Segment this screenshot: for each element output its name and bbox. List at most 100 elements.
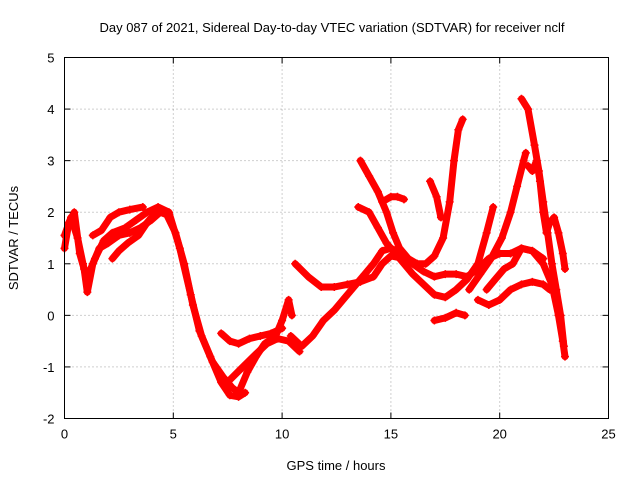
plot-frame bbox=[64, 57, 609, 419]
data-point-marker bbox=[547, 259, 556, 268]
series-track-o bbox=[465, 148, 530, 294]
data-point-marker bbox=[330, 306, 339, 315]
data-point-marker bbox=[278, 316, 287, 325]
data-point-marker bbox=[308, 331, 317, 340]
data-point-marker bbox=[186, 290, 195, 299]
data-point-marker bbox=[82, 275, 91, 284]
data-point-marker bbox=[151, 208, 160, 217]
data-point-marker bbox=[506, 208, 515, 217]
data-point-marker bbox=[90, 254, 99, 263]
data-point-marker bbox=[539, 280, 548, 289]
data-point-marker bbox=[378, 197, 387, 206]
data-point-marker bbox=[369, 259, 378, 268]
data-point-marker bbox=[399, 195, 408, 204]
data-point-marker bbox=[317, 282, 326, 291]
data-point-marker bbox=[132, 215, 141, 224]
data-point-marker bbox=[552, 285, 561, 294]
series-track-d bbox=[108, 208, 160, 263]
data-point-marker bbox=[432, 192, 441, 201]
data-point-marker bbox=[88, 231, 97, 240]
data-point-marker bbox=[463, 275, 472, 284]
data-point-marker bbox=[245, 334, 254, 343]
data-point-marker bbox=[441, 270, 450, 279]
y-tick-label: -2 bbox=[43, 412, 55, 427]
data-point-marker bbox=[234, 392, 243, 401]
data-point-marker bbox=[408, 270, 417, 279]
data-point-marker bbox=[489, 203, 498, 212]
data-point-marker bbox=[395, 244, 404, 253]
series-track-n bbox=[473, 277, 554, 310]
data-point-marker bbox=[495, 295, 504, 304]
x-tick-label: 20 bbox=[492, 427, 506, 442]
data-point-marker bbox=[550, 213, 559, 222]
data-point-marker bbox=[517, 94, 526, 103]
data-point-marker bbox=[458, 115, 467, 124]
y-tick-label: 2 bbox=[47, 205, 54, 220]
data-point-marker bbox=[399, 259, 408, 268]
data-point-marker bbox=[251, 350, 260, 359]
data-point-marker bbox=[97, 226, 106, 235]
data-point-marker bbox=[554, 228, 563, 237]
series-line bbox=[465, 149, 530, 294]
data-point-marker bbox=[513, 182, 522, 191]
data-point-marker bbox=[560, 264, 569, 273]
data-point-marker bbox=[476, 270, 485, 279]
data-point-marker bbox=[539, 254, 548, 263]
data-point-marker bbox=[521, 148, 530, 157]
series-line bbox=[108, 208, 160, 263]
data-point-marker bbox=[354, 203, 363, 212]
data-point-marker bbox=[393, 192, 402, 201]
series-line bbox=[426, 177, 445, 221]
data-point-marker bbox=[452, 285, 461, 294]
y-tick-label: 5 bbox=[47, 51, 54, 66]
data-point-marker bbox=[506, 249, 515, 258]
data-point-marker bbox=[304, 272, 313, 281]
data-point-marker bbox=[234, 339, 243, 348]
data-point-marker bbox=[460, 311, 469, 320]
data-point-marker bbox=[528, 166, 537, 175]
data-point-marker bbox=[125, 205, 134, 214]
data-point-marker bbox=[217, 378, 226, 387]
x-tick-label: 25 bbox=[601, 427, 615, 442]
series-track-i bbox=[354, 203, 498, 302]
data-series bbox=[60, 94, 569, 401]
data-point-marker bbox=[267, 329, 276, 338]
data-point-marker bbox=[517, 280, 526, 289]
data-point-marker bbox=[528, 277, 537, 286]
data-point-marker bbox=[426, 177, 435, 186]
data-point-marker bbox=[389, 228, 398, 237]
data-point-marker bbox=[500, 264, 509, 273]
y-tick-label: 3 bbox=[47, 154, 54, 169]
data-point-marker bbox=[373, 223, 382, 232]
data-point-marker bbox=[121, 223, 130, 232]
data-point-marker bbox=[436, 213, 445, 222]
data-point-marker bbox=[356, 156, 365, 165]
data-point-marker bbox=[382, 239, 391, 248]
data-point-marker bbox=[175, 244, 184, 253]
data-point-marker bbox=[454, 125, 463, 134]
series-line bbox=[356, 157, 421, 268]
y-axis-label: SDTVAR / TECUs bbox=[6, 185, 21, 290]
data-point-marker bbox=[134, 231, 143, 240]
data-point-marker bbox=[108, 228, 117, 237]
data-point-marker bbox=[506, 285, 515, 294]
data-point-marker bbox=[491, 275, 500, 284]
data-point-marker bbox=[365, 208, 374, 217]
data-point-marker bbox=[352, 280, 361, 289]
axis-ticks: 0 5 10 15 20 25 -2 -1 0 1 2 3 4 5 bbox=[43, 51, 616, 442]
data-point-marker bbox=[450, 156, 459, 165]
data-point-marker bbox=[378, 259, 387, 268]
series-track-c bbox=[88, 203, 147, 240]
data-point-marker bbox=[452, 270, 461, 279]
series-track-m bbox=[430, 308, 469, 325]
series-track-k bbox=[378, 192, 408, 206]
data-point-marker bbox=[369, 272, 378, 281]
data-point-marker bbox=[528, 246, 537, 255]
chart-title: Day 087 of 2021, Sidereal Day-to-day VTE… bbox=[99, 20, 564, 35]
data-point-marker bbox=[217, 329, 226, 338]
data-point-marker bbox=[486, 254, 495, 263]
data-point-marker bbox=[519, 156, 528, 165]
x-tick-label: 0 bbox=[61, 427, 68, 442]
series-track-q bbox=[523, 156, 569, 273]
data-point-marker bbox=[542, 228, 551, 237]
